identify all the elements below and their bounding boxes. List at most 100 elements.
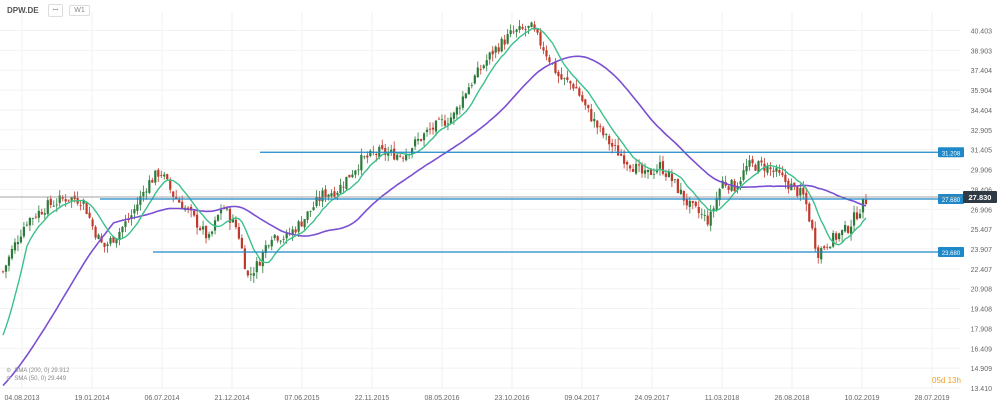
candle-body — [345, 176, 348, 189]
candle-body — [617, 145, 620, 156]
symbol-label[interactable]: DPW.DE — [7, 6, 39, 15]
candle-body — [255, 261, 258, 273]
candle-body — [354, 170, 357, 175]
candle-body — [411, 148, 414, 154]
x-tick-label: 06.07.2014 — [144, 395, 179, 402]
settings-icon[interactable]: ⚙ — [6, 376, 12, 382]
y-tick-label: 34.404 — [971, 108, 993, 115]
candle-body — [858, 213, 862, 219]
candle-body — [405, 153, 408, 161]
candle-body — [228, 208, 232, 223]
timeframe-selector[interactable]: W1 — [69, 5, 90, 16]
candle-body — [709, 211, 712, 226]
candle-body — [679, 189, 682, 194]
sma50-legend[interactable]: SMA (50, 0) 29.449 — [14, 376, 67, 382]
drawing-tool-button[interactable]: ꟷ — [47, 4, 64, 17]
candle-body — [823, 246, 826, 249]
candle-body — [611, 142, 614, 147]
candle-body — [706, 215, 709, 225]
candle-body — [297, 221, 300, 232]
level-price-tag — [938, 246, 964, 257]
candle-body — [276, 236, 279, 241]
sma200-legend[interactable]: SMA (200, 0) 29.912 — [14, 368, 70, 374]
candle-body — [736, 186, 739, 190]
candle-body — [55, 204, 58, 206]
candle-body — [198, 228, 202, 230]
candle-body — [700, 213, 703, 215]
y-tick-label: 32.905 — [971, 128, 993, 135]
candle-body — [608, 135, 611, 145]
candle-body — [781, 172, 784, 176]
candle-body — [172, 191, 175, 197]
candle-body — [363, 156, 366, 158]
candle-body — [542, 47, 545, 51]
candle-body — [336, 192, 339, 195]
candle-body — [602, 127, 605, 136]
candle-body — [748, 160, 751, 167]
candle-body — [360, 154, 363, 171]
x-tick-label: 10.02.2019 — [844, 395, 879, 402]
candle-body — [49, 198, 52, 205]
x-tick-label: 08.05.2016 — [424, 395, 459, 402]
candle-body — [342, 186, 345, 188]
candle-body — [127, 219, 130, 221]
level-price-tag — [938, 147, 964, 158]
x-tick-label: 09.04.2017 — [564, 395, 599, 402]
candle-body — [207, 234, 211, 238]
candle-body — [587, 104, 590, 109]
candle-body — [46, 200, 49, 214]
candle-body — [620, 153, 623, 156]
candle-body — [799, 188, 802, 196]
candle-body — [291, 229, 294, 235]
candle-body — [846, 226, 850, 233]
candle-body — [605, 134, 608, 135]
settings-icon[interactable]: ⚙ — [6, 368, 12, 374]
candle-body — [10, 248, 14, 259]
candle-countdown: 05d 13h — [932, 376, 961, 385]
level-price-label: 23.680 — [942, 251, 961, 257]
candle-body — [838, 233, 841, 240]
candle-body — [58, 195, 61, 204]
candle-body — [536, 28, 539, 33]
candle-body — [193, 210, 196, 216]
candle-body — [431, 127, 435, 130]
candle-body — [315, 196, 318, 207]
candle-body — [43, 213, 46, 215]
candle-body — [473, 75, 476, 84]
candle-body — [252, 273, 255, 276]
candle-body — [133, 209, 136, 214]
y-tick-label: 29.906 — [971, 168, 993, 175]
candle-body — [425, 129, 429, 132]
candle-body — [204, 226, 208, 239]
candle-body — [216, 214, 220, 221]
candle-body — [721, 180, 724, 189]
candle-body — [643, 170, 647, 174]
y-tick-label: 19.408 — [971, 307, 993, 314]
candle-body — [628, 165, 632, 169]
candle-body — [691, 200, 694, 203]
candle-body — [829, 246, 832, 249]
x-tick-label: 28.07.2019 — [914, 395, 949, 402]
candle-body — [1, 271, 5, 273]
candle-body — [527, 25, 530, 28]
candle-body — [19, 236, 23, 243]
candle-body — [494, 46, 497, 53]
candle-body — [13, 242, 17, 251]
candle-body — [739, 181, 742, 185]
candle-body — [715, 198, 718, 210]
candle-body — [626, 161, 629, 165]
candle-body — [396, 154, 399, 160]
candle-body — [769, 167, 772, 170]
candle-body — [440, 119, 444, 121]
candle-body — [817, 247, 820, 258]
candle-body — [557, 72, 560, 77]
candle-body — [178, 199, 181, 203]
candle-body — [237, 227, 241, 239]
candle-body — [584, 99, 587, 106]
candle-body — [697, 206, 700, 214]
candle-body — [784, 174, 787, 182]
candle-body — [560, 74, 563, 80]
candle-body — [826, 246, 829, 248]
candle-body — [285, 232, 288, 239]
